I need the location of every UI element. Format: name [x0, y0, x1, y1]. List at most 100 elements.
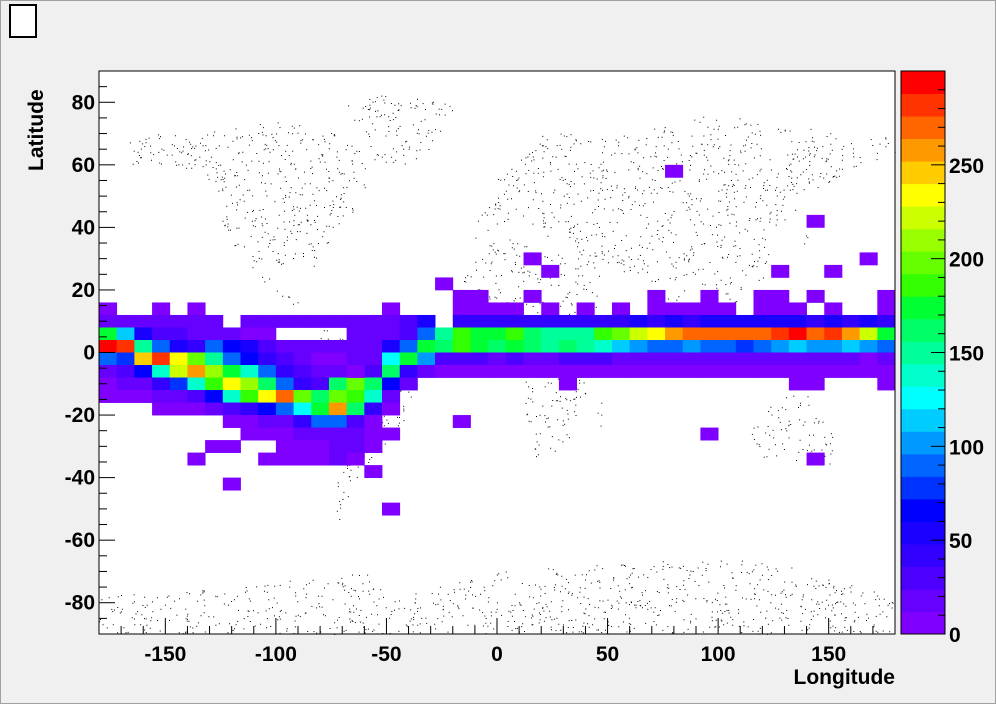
heatmap-cell — [417, 327, 436, 341]
colorbar: 0 50 100 150 200 250 — [900, 70, 984, 647]
heatmap-cell — [806, 327, 825, 341]
x-tick-label: -150 — [144, 643, 186, 666]
heatmap-cell — [576, 365, 595, 378]
heatmap-cell — [629, 339, 648, 353]
heatmap-cell — [187, 452, 206, 466]
heatmap-cell — [293, 377, 312, 391]
heatmap-cell — [841, 327, 861, 341]
heatmap-cell — [523, 289, 542, 303]
heatmap-cell — [99, 390, 118, 403]
heatmap-cell — [293, 365, 312, 378]
heatmap-cell — [788, 327, 807, 341]
heatmap-cell — [505, 352, 524, 366]
heatmap-cell — [435, 365, 454, 378]
heatmap-cell — [311, 352, 330, 366]
heatmap-cell — [382, 427, 401, 441]
heatmap-cell — [364, 314, 383, 328]
heatmap-cell — [293, 352, 312, 366]
heatmap-cell — [788, 302, 807, 316]
heatmap-cell — [364, 327, 383, 341]
y-tick-label: 80 — [72, 91, 95, 114]
heatmap-cell — [99, 302, 118, 316]
heatmap-cell — [718, 327, 737, 341]
heatmap-cell — [222, 377, 241, 391]
heatmap-cell — [877, 314, 896, 328]
heatmap-cell — [169, 314, 188, 328]
heatmap-cell — [275, 314, 294, 328]
heatmap-cell — [328, 440, 348, 453]
heatmap-cell — [258, 427, 277, 441]
heatmap-cell — [382, 339, 401, 353]
heatmap-cell — [187, 314, 206, 328]
x-tick-label: 100 — [701, 643, 736, 666]
heatmap-cell — [399, 314, 418, 328]
heatmap-cell — [346, 402, 365, 416]
heatmap-cell — [205, 314, 224, 328]
heatmap-cell — [788, 377, 807, 391]
heatmap-cell — [134, 352, 153, 366]
heatmap-cell — [328, 377, 348, 391]
heatmap-cell — [700, 427, 719, 441]
heatmap-cell — [771, 314, 790, 328]
heatmap-cell — [169, 390, 188, 403]
heatmap-cell — [275, 415, 294, 428]
heatmap-cell — [187, 327, 206, 341]
x-tick-label: 50 — [596, 643, 619, 666]
heatmap-cell — [364, 402, 383, 416]
heatmap-cell — [275, 402, 294, 416]
colorbar-segment — [901, 611, 945, 635]
heatmap-cell — [382, 377, 401, 391]
heatmap-cell — [152, 365, 171, 378]
heatmap-cell — [311, 314, 330, 328]
heatmap-cell — [505, 365, 524, 378]
heatmap-cell — [806, 452, 825, 466]
heatmap-cell — [859, 365, 878, 378]
heatmap-cell — [452, 327, 471, 341]
heatmap-cell — [718, 365, 737, 378]
heatmap-cell — [293, 452, 312, 466]
heatmap-cells — [99, 164, 896, 516]
heatmap-cell — [470, 302, 489, 316]
y-tick-label: 20 — [72, 279, 95, 302]
heatmap-cell — [311, 377, 330, 391]
heatmap-cell — [275, 452, 294, 466]
heatmap-cell — [275, 365, 294, 378]
heatmap-cell — [700, 339, 719, 353]
heatmap-cell — [275, 377, 294, 391]
heatmap-cell — [311, 339, 330, 353]
heatmap-cell — [293, 314, 312, 328]
colorbar-tick-label: 0 — [949, 624, 961, 647]
heatmap-cell — [328, 365, 348, 378]
heatmap-cell — [187, 402, 206, 416]
heatmap-cell — [435, 339, 454, 353]
colorbar-segment — [901, 386, 945, 410]
heatmap-cell — [293, 402, 312, 416]
heatmap-cell — [187, 377, 206, 391]
heatmap-cell — [152, 327, 171, 341]
heatmap-cell — [169, 365, 188, 378]
heatmap-cell — [417, 314, 436, 328]
heatmap-cell — [523, 365, 542, 378]
y-tick-label: 60 — [72, 154, 95, 177]
heatmap-cell — [382, 314, 401, 328]
heatmap-cell — [788, 314, 807, 328]
heatmap-cell — [346, 314, 365, 328]
heatmap-cell — [753, 339, 772, 353]
colorbar-segment — [901, 408, 945, 432]
world-map-background — [99, 95, 896, 636]
heatmap-cell — [700, 352, 719, 366]
heatmap-cell — [647, 327, 666, 341]
heatmap-cell — [187, 302, 206, 316]
heatmap-cell — [700, 327, 719, 341]
heatmap-cell — [258, 327, 277, 341]
heatmap-cell — [311, 415, 330, 428]
canvas-corner-box[interactable] — [9, 4, 37, 38]
heatmap-cell — [647, 339, 666, 353]
y-tick-label: 40 — [72, 216, 95, 239]
heatmap-cell — [293, 390, 312, 403]
heatmap-cell — [682, 314, 701, 328]
heatmap-cell — [293, 415, 312, 428]
heatmap-cell — [399, 365, 418, 378]
heatmap-cell — [311, 390, 330, 403]
heatmap-cell — [382, 502, 401, 516]
